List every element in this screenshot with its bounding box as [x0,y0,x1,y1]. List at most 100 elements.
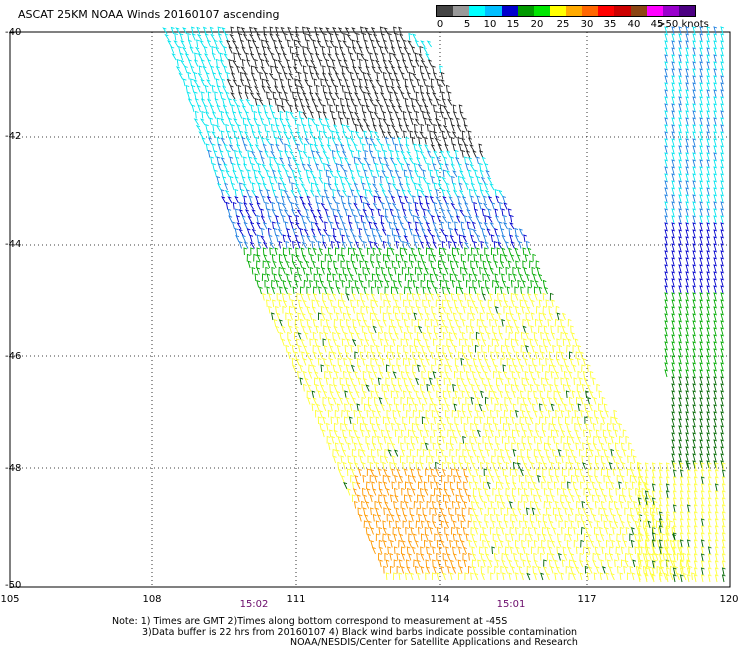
wind-barb [258,98,264,106]
wind-barb [270,65,274,74]
wind-barb [664,47,669,56]
wind-barb [300,183,306,191]
wind-barb [320,144,325,152]
wind-barb [320,260,325,269]
wind-barb [381,189,387,197]
wind-barb [569,462,574,470]
wind-barb [395,390,400,399]
wind-barb [392,280,397,288]
wind-barb [541,397,546,405]
wind-barb [407,40,413,48]
wind-barb [713,159,718,168]
wind-barb [190,78,194,87]
wind-barb [554,513,559,522]
wind-barb [432,338,437,347]
wind-barb [685,89,690,98]
wind-barb [288,247,293,256]
wind-barb [304,79,309,87]
wind-barb [424,104,429,113]
wind-barb [311,98,316,106]
wind-barb [607,559,611,568]
wind-barb [264,59,270,67]
wind-barb [627,500,631,509]
wind-barb [209,117,214,126]
wind-barb [334,175,339,184]
wind-barb [394,312,399,321]
wind-barb [699,453,704,462]
wind-barb [347,371,352,379]
wind-barb [342,266,346,275]
wind-barb [383,98,388,106]
wind-barb [300,338,305,347]
wind-barb [399,221,404,230]
wind-barb [658,518,663,527]
wind-barb [281,202,287,210]
wind-barb [382,111,387,119]
wind-barb [514,293,519,301]
wind-barb [358,442,363,451]
wind-barb [720,180,725,189]
wind-barb [268,293,273,301]
wind-barb [547,514,552,522]
wind-barb [493,552,498,561]
wind-barb [272,189,277,197]
wind-barb [594,546,599,555]
wind-barb [507,247,512,256]
wind-barb [415,377,420,386]
wind-barb [598,403,602,412]
wind-barb [460,540,465,548]
wind-barb [720,390,725,399]
wind-barb [360,175,364,184]
wind-barb [494,260,498,269]
wind-barb [525,273,530,282]
wind-barb [671,229,676,238]
wind-barb [699,425,704,434]
wind-barb [579,351,584,360]
wind-barb [699,33,704,42]
wind-barb [360,429,365,438]
wind-barb [707,490,712,499]
wind-barb [322,130,327,139]
wind-barb [713,264,718,273]
wind-barb [370,507,374,516]
wind-barb [381,228,387,236]
wind-barb [608,462,613,470]
wind-barb [358,514,363,522]
wind-barb [456,384,461,392]
wind-barb [706,334,711,343]
wind-barb [706,432,711,441]
wind-barb [517,279,522,288]
wind-barb [345,306,350,314]
wind-barb [603,494,608,503]
wind-barb [389,553,394,561]
wind-barb [507,435,512,444]
wind-barb [247,169,251,178]
wind-barb [390,247,395,256]
legend-swatch [469,6,486,16]
wind-barb [361,449,366,457]
wind-barb [300,293,304,301]
wind-barb [350,436,355,444]
wind-barb [567,442,572,451]
wind-barb [507,539,511,548]
wind-barb [435,481,440,490]
wind-barb [272,299,276,308]
wind-barb [317,312,322,321]
wind-barb [351,260,356,269]
wind-barb [246,253,251,262]
wind-barb [436,377,440,386]
wind-barb [402,416,406,425]
wind-barb [404,572,409,581]
wind-barb [319,331,323,340]
wind-barb [391,468,395,477]
wind-barb [473,201,477,210]
wind-barb [637,476,642,485]
wind-barb [321,429,326,438]
wind-barb [576,416,581,425]
wind-barb [471,221,476,230]
wind-barb [692,320,697,329]
wind-barb [295,338,300,347]
wind-barb [294,78,298,87]
wind-barb [444,234,449,243]
wind-barb [569,507,574,516]
